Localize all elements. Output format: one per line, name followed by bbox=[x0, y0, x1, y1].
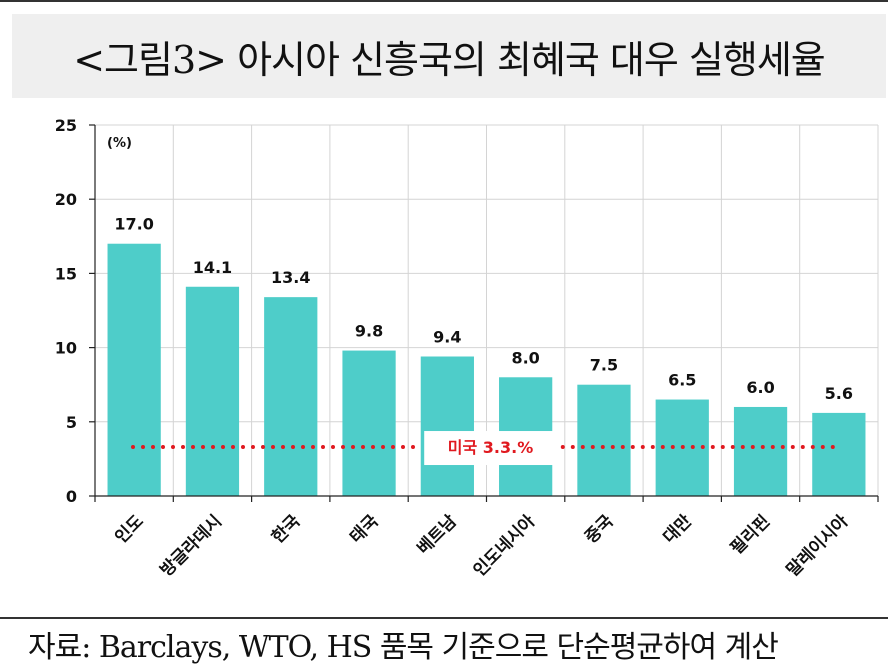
y-tick-label: 5 bbox=[66, 413, 77, 432]
bar bbox=[185, 286, 240, 496]
reference-label-bg bbox=[424, 431, 557, 466]
x-tick-label: 방글라데시 bbox=[157, 511, 226, 580]
y-tick-label: 20 bbox=[55, 190, 77, 209]
bar-chart: 0 5 10 15 20 25 (%) 17.0 14.1 13.4 9.8 9.4 8.0 7.5 6.5… bbox=[55, 116, 879, 581]
data-label: 9.4 bbox=[433, 328, 461, 347]
bar bbox=[733, 406, 788, 496]
bar bbox=[420, 356, 474, 496]
bar bbox=[264, 297, 318, 496]
y-tick-label: 25 bbox=[55, 116, 77, 135]
x-tick-label: 필리핀 bbox=[727, 511, 774, 558]
x-tick-label: 말레이시아 bbox=[782, 510, 852, 580]
x-tick-label: 태국 bbox=[346, 511, 383, 548]
title-band: <그림3> 아시아 신흥국의 최혜국 대우 실행세율 bbox=[12, 14, 886, 98]
bar bbox=[342, 350, 396, 496]
data-label: 13.4 bbox=[271, 268, 310, 287]
x-tick-label: 베트남 bbox=[414, 511, 462, 559]
x-tick-label: 인도네시아 bbox=[470, 511, 540, 581]
chart-title: <그림3> 아시아 신흥국의 최혜국 대우 실행세율 bbox=[73, 37, 826, 82]
y-tick-label: 0 bbox=[66, 487, 77, 506]
data-label: 5.6 bbox=[825, 384, 853, 403]
data-label: 6.5 bbox=[668, 371, 696, 390]
x-tick-label: 대만 bbox=[660, 511, 697, 548]
x-tick-label: 인도 bbox=[111, 511, 148, 548]
x-tick-label: 한국 bbox=[268, 511, 305, 548]
bar bbox=[812, 412, 866, 496]
source-note: 자료: Barclays, WTO, HS 품목 기준으로 단순평균하여 계산 bbox=[28, 630, 779, 665]
x-tick-label: 중국 bbox=[581, 511, 618, 548]
bar bbox=[577, 384, 631, 496]
data-label: 14.1 bbox=[193, 258, 232, 277]
data-label: 17.0 bbox=[114, 215, 153, 234]
data-label: 6.0 bbox=[746, 378, 774, 397]
data-label: 9.8 bbox=[355, 322, 383, 341]
y-tick-label: 10 bbox=[55, 339, 77, 358]
bar bbox=[107, 243, 161, 496]
y-tick-label: 15 bbox=[55, 264, 77, 283]
top-rule bbox=[0, 0, 888, 2]
data-label: 8.0 bbox=[511, 348, 539, 367]
reference-label: 미국 3.3.% bbox=[448, 438, 533, 457]
data-label: 7.5 bbox=[590, 356, 618, 375]
bottom-rule bbox=[0, 617, 888, 619]
unit-label: (%) bbox=[107, 136, 132, 151]
